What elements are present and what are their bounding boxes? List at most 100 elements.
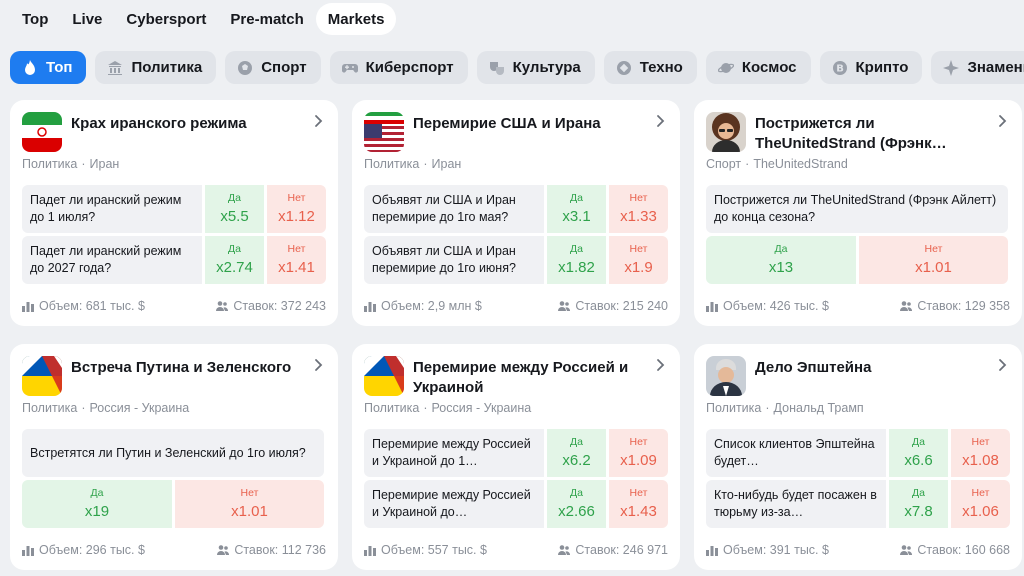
category-top[interactable]: Топ — [10, 51, 87, 84]
yes-button[interactable]: Да x2.66 — [547, 480, 606, 528]
no-button[interactable]: Нет x1.33 — [609, 185, 668, 233]
masks-icon — [489, 60, 505, 76]
market-card[interactable]: Перемирие между Россией и Украиной Полит… — [352, 344, 680, 570]
category-culture[interactable]: Культура — [476, 51, 595, 84]
tab-top[interactable]: Top — [22, 10, 49, 28]
no-button[interactable]: Нет x1.12 — [267, 185, 326, 233]
category-cybersport[interactable]: Киберспорт — [329, 51, 468, 84]
volume-stat: Объем: 296 тыс. $ — [22, 543, 145, 557]
person-avatar-image — [706, 356, 746, 396]
question-text: Встретятся ли Путин и Зеленский до 1го и… — [22, 429, 324, 477]
category-label: Техно — [639, 59, 683, 76]
card-meta: Спорт · TheUnitedStrand — [706, 157, 848, 171]
no-button[interactable]: Нет x1.09 — [609, 429, 668, 477]
no-button[interactable]: Нет x1.01 — [859, 236, 1008, 284]
question-row: Объявят ли США и Иран перемирие до 1го и… — [364, 236, 668, 284]
category-tech[interactable]: Техно — [603, 51, 697, 84]
russia-ukraine-flags-image — [364, 356, 404, 396]
yes-button[interactable]: Да x2.74 — [205, 236, 264, 284]
card-title: Встреча Путина и Зеленского — [71, 359, 292, 376]
question-text: Падет ли иранский режим до 2027 года? — [22, 236, 202, 284]
card-meta: Политика · Россия - Украина — [22, 401, 190, 415]
question-text: Список клиентов Эпштейна будет… — [706, 429, 886, 477]
category-label: Культура — [512, 59, 581, 76]
bar-chart-icon — [706, 302, 718, 312]
market-card[interactable]: Крах иранского режима Политика · Иран Паде… — [10, 100, 338, 326]
chevron-right-icon[interactable] — [312, 114, 326, 128]
bets-stat: Ставок: 112 736 — [217, 543, 326, 557]
chevron-right-icon[interactable] — [654, 114, 668, 128]
category-sport[interactable]: Спорт — [225, 51, 321, 84]
svg-text:B: B — [836, 63, 844, 74]
no-button[interactable]: Нет x1.43 — [609, 480, 668, 528]
bets-stat: Ставок: 372 243 — [216, 299, 326, 313]
top-tabs: Top Live Cybersport Pre-match Markets — [10, 3, 397, 35]
no-button[interactable]: Нет x1.06 — [951, 480, 1010, 528]
market-card[interactable]: Встреча Путина и Зеленского Политика · Рос… — [10, 344, 338, 570]
category-label: Топ — [46, 59, 73, 76]
question-text: Перемирие между Россией и Украиной до… — [364, 480, 544, 528]
no-button[interactable]: Нет x1.08 — [951, 429, 1010, 477]
volume-stat: Объем: 426 тыс. $ — [706, 299, 829, 313]
gamepad-icon — [341, 60, 358, 76]
question-row: Пострижется ли TheUnitedStrand (Фрэнк Ай… — [706, 185, 1008, 233]
users-icon — [558, 545, 571, 555]
yes-button[interactable]: Да x13 — [706, 236, 856, 284]
planet-icon — [717, 60, 734, 76]
iran-flag-image — [22, 112, 62, 152]
volume-stat: Объем: 681 тыс. $ — [22, 299, 145, 313]
tab-cybersport[interactable]: Cybersport — [126, 10, 207, 28]
yes-button[interactable]: Да x5.5 — [205, 185, 264, 233]
users-icon — [217, 545, 230, 555]
question-row: Падет ли иранский режим до 1 июля? Да x5.… — [22, 185, 326, 233]
category-label: Спорт — [261, 59, 307, 76]
yes-button[interactable]: Да x6.6 — [889, 429, 948, 477]
category-label: Крипто — [855, 59, 909, 76]
no-button[interactable]: Нет x1.9 — [609, 236, 668, 284]
chevron-right-icon[interactable] — [654, 358, 668, 372]
card-title: Дело Эпштейна — [755, 359, 872, 376]
category-label: Знаменитости — [967, 59, 1024, 76]
chevron-right-icon[interactable] — [996, 114, 1010, 128]
tab-pre-match[interactable]: Pre-match — [230, 10, 304, 28]
bets-stat: Ставок: 215 240 — [558, 299, 668, 313]
category-crypto[interactable]: B Крипто — [819, 51, 923, 84]
volume-stat: Объем: 391 тыс. $ — [706, 543, 829, 557]
card-title: Перемирие между Россией и Украиной — [413, 359, 629, 396]
bar-chart-icon — [706, 546, 718, 556]
yes-button[interactable]: Да x3.1 — [547, 185, 606, 233]
category-celebrities[interactable]: Знаменитости — [931, 51, 1024, 84]
question-text: Пострижется ли TheUnitedStrand (Фрэнк Ай… — [706, 185, 1008, 233]
chip-icon — [616, 60, 632, 76]
question-row: Падет ли иранский режим до 2027 года? Да… — [22, 236, 326, 284]
category-space[interactable]: Космос — [705, 51, 811, 84]
tab-markets[interactable]: Markets — [315, 3, 397, 35]
question-row: Список клиентов Эпштейна будет… Да x6.6 Н… — [706, 429, 1010, 477]
answer-row: Да x13 Нет x1.01 — [706, 236, 1008, 284]
sparkle-icon — [943, 59, 960, 76]
users-icon — [900, 545, 913, 555]
chevron-right-icon[interactable] — [312, 358, 326, 372]
question-row: Объявят ли США и Иран перемирие до 1го м… — [364, 185, 668, 233]
chevron-right-icon[interactable] — [996, 358, 1010, 372]
category-label: Киберспорт — [365, 59, 454, 76]
yes-button[interactable]: Да x7.8 — [889, 480, 948, 528]
no-button[interactable]: Нет x1.01 — [175, 480, 324, 528]
market-card[interactable]: Пострижется ли TheUnitedStrand (Фрэнк… С… — [694, 100, 1022, 326]
yes-button[interactable]: Да x1.82 — [547, 236, 606, 284]
bar-chart-icon — [364, 302, 376, 312]
bitcoin-icon: B — [832, 60, 848, 76]
person-avatar-image — [706, 112, 746, 152]
question-text: Падет ли иранский режим до 1 июля? — [22, 185, 202, 233]
bets-stat: Ставок: 129 358 — [900, 299, 1010, 313]
market-card[interactable]: Перемирие США и Ирана Политика · Иран Объя… — [352, 100, 680, 326]
category-politics[interactable]: Политика — [95, 51, 217, 84]
answer-row: Да x19 Нет x1.01 — [22, 480, 324, 528]
tab-live[interactable]: Live — [72, 10, 103, 28]
question-row: Перемирие между Россией и Украиной до 1…… — [364, 429, 668, 477]
question-row: Перемирие между Россией и Украиной до… Д… — [364, 480, 668, 528]
yes-button[interactable]: Да x19 — [22, 480, 172, 528]
no-button[interactable]: Нет x1.41 — [267, 236, 326, 284]
market-card[interactable]: Дело Эпштейна Политика · Дональд Трамп Спи… — [694, 344, 1022, 570]
yes-button[interactable]: Да x6.2 — [547, 429, 606, 477]
